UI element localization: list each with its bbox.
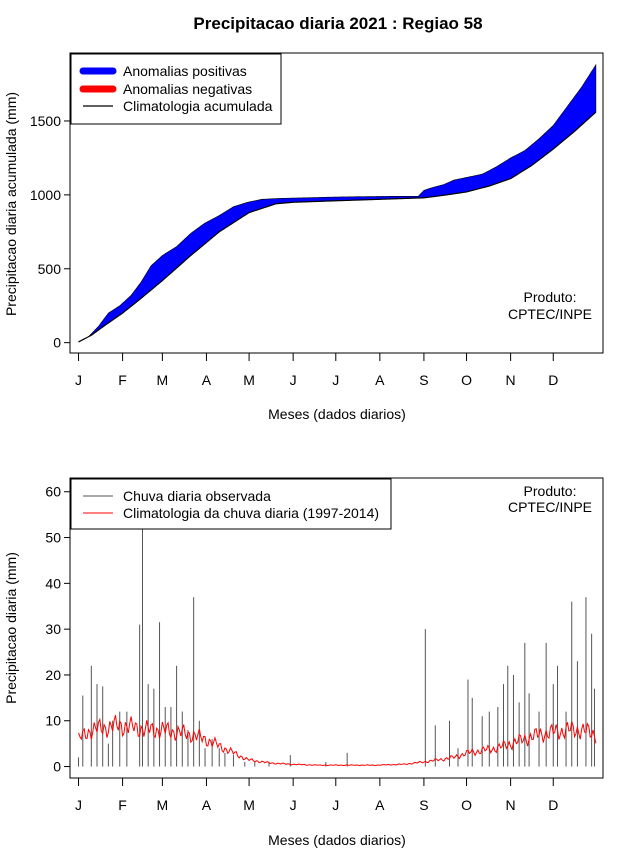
legend-label-negative: Anomalias negativas bbox=[123, 81, 252, 97]
y-tick-label: 500 bbox=[38, 261, 62, 277]
plot-frame bbox=[69, 52, 604, 354]
x-tick-label: J bbox=[290, 797, 297, 813]
x-tick-label: M bbox=[243, 372, 255, 388]
producer-label: Produto: bbox=[524, 483, 577, 499]
accumulated-chart: Anomalias positivas Anomalias negativas … bbox=[3, 52, 604, 422]
x-tick-label: F bbox=[118, 797, 127, 813]
x-tick-label: M bbox=[243, 797, 255, 813]
y-tick-label: 1500 bbox=[30, 113, 61, 129]
x-tick-label: J bbox=[290, 372, 297, 388]
x-tick-label: J bbox=[332, 372, 339, 388]
y-tick-label: 30 bbox=[45, 621, 61, 637]
climatology-line bbox=[78, 715, 597, 767]
chart-title: Precipitacao diaria 2021 : Regiao 58 bbox=[193, 14, 483, 33]
x-tick-label: A bbox=[375, 797, 385, 813]
x-tick-label: A bbox=[202, 372, 212, 388]
legend: Anomalias positivas Anomalias negativas … bbox=[70, 53, 282, 125]
x-tick-label: D bbox=[548, 797, 558, 813]
y-axis-label: Precipitacao diaria acumulada (mm) bbox=[3, 92, 19, 316]
x-tick-label: J bbox=[75, 797, 82, 813]
y-axis-label: Precipitacao diaria (mm) bbox=[3, 552, 19, 704]
legend: Chuva diaria observada Climatologia da c… bbox=[70, 478, 392, 530]
x-tick-label: S bbox=[419, 372, 428, 388]
x-tick-label: D bbox=[548, 372, 558, 388]
producer-label: Produto: bbox=[524, 289, 577, 305]
climatology-line bbox=[78, 111, 597, 343]
y-tick-label: 60 bbox=[45, 484, 61, 500]
x-tick-label: N bbox=[506, 372, 516, 388]
y-tick-label: 1000 bbox=[30, 187, 61, 203]
y-tick-label: 20 bbox=[45, 667, 61, 683]
x-tick-label: J bbox=[332, 797, 339, 813]
y-tick-label: 0 bbox=[53, 335, 61, 351]
producer-org: CPTEC/INPE bbox=[508, 306, 592, 322]
legend-label-observed: Chuva diaria observada bbox=[123, 488, 271, 504]
plot-frame bbox=[69, 477, 604, 779]
x-axis-label: Meses (dados diarios) bbox=[268, 832, 406, 848]
producer-org: CPTEC/INPE bbox=[508, 499, 592, 515]
legend-label-climatology: Climatologia da chuva diaria (1997-2014) bbox=[123, 505, 379, 521]
y-tick-label: 10 bbox=[45, 713, 61, 729]
x-tick-label: O bbox=[461, 372, 472, 388]
x-tick-label: M bbox=[157, 797, 169, 813]
x-tick-label: M bbox=[157, 372, 169, 388]
x-tick-label: A bbox=[202, 797, 212, 813]
y-tick-label: 40 bbox=[45, 575, 61, 591]
y-tick-label: 50 bbox=[45, 530, 61, 546]
x-tick-label: A bbox=[375, 372, 385, 388]
x-axis-label: Meses (dados diarios) bbox=[268, 406, 406, 422]
x-tick-label: O bbox=[461, 797, 472, 813]
x-tick-label: S bbox=[419, 797, 428, 813]
x-tick-label: N bbox=[506, 797, 516, 813]
legend-label-climatology: Climatologia acumulada bbox=[123, 98, 273, 114]
x-tick-label: F bbox=[118, 372, 127, 388]
legend-label-positive: Anomalias positivas bbox=[123, 63, 247, 79]
legend-box bbox=[70, 478, 392, 530]
x-tick-label: J bbox=[75, 372, 82, 388]
y-tick-label: 0 bbox=[53, 759, 61, 775]
